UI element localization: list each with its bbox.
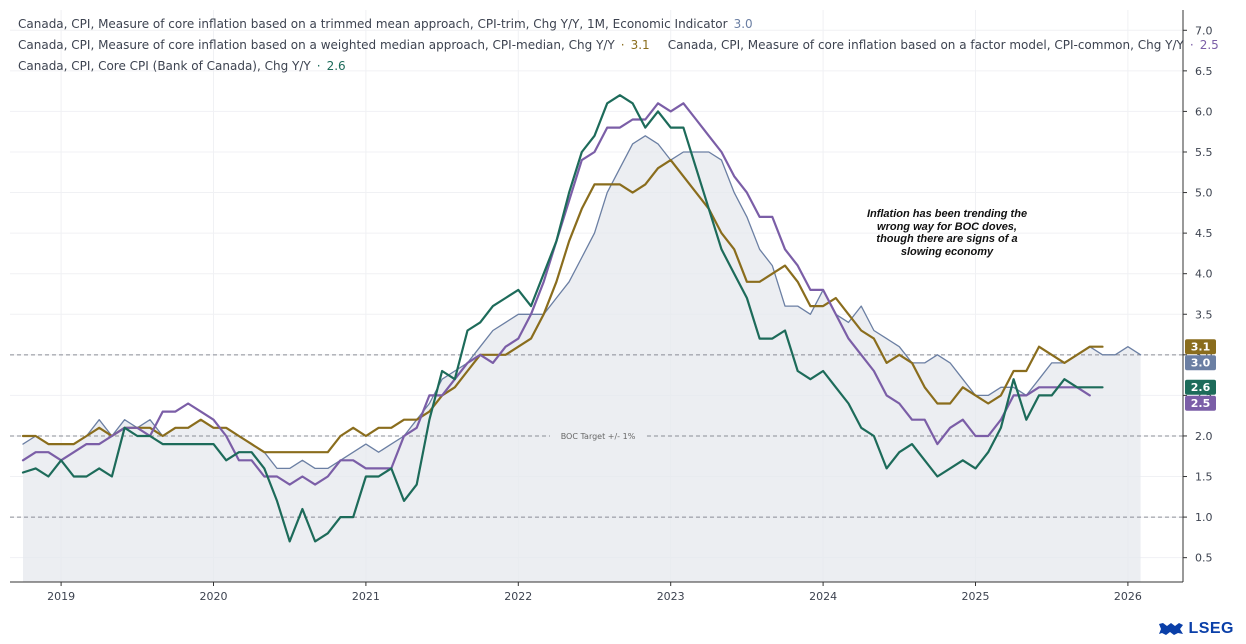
x-tick-label: 2020 (200, 590, 228, 603)
y-tick-label: 0.5 (1195, 552, 1213, 565)
legend-value-common: 2.5 (1199, 38, 1219, 52)
x-tick-label: 2024 (809, 590, 837, 603)
lseg-logo-text: LSEG (1188, 620, 1234, 637)
badge-median (1185, 339, 1216, 355)
badge-label-core: 2.6 (1191, 381, 1211, 394)
legend: Canada, CPI, Measure of core inflation b… (18, 14, 1219, 77)
x-tick-label: 2023 (657, 590, 685, 603)
x-tick-label: 2026 (1114, 590, 1142, 603)
annotation-line: though there are signs of a (876, 233, 1018, 245)
badge-label-median: 3.1 (1191, 341, 1211, 354)
y-tick-label: 6.0 (1195, 105, 1213, 118)
legend-value-core: 2.6 (326, 59, 346, 73)
legend-value-median: 3.1 (630, 38, 650, 52)
y-tick-label: 4.0 (1195, 268, 1213, 281)
legend-row-2: Canada, CPI, Measure of core inflation b… (18, 35, 1219, 56)
y-tick-label: 1.5 (1195, 471, 1213, 484)
badge-core (1185, 379, 1216, 395)
annotation-line: Inflation has been trending the (866, 208, 1028, 220)
x-tick-label: 2019 (47, 590, 75, 603)
y-tick-label: 6.5 (1195, 65, 1213, 78)
y-tick-label: 1.0 (1195, 511, 1213, 524)
y-tick-label: 3.5 (1195, 308, 1213, 321)
legend-row-3: Canada, CPI, Core CPI (Bank of Canada), … (18, 56, 1219, 77)
legend-label-median[interactable]: Canada, CPI, Measure of core inflation b… (18, 38, 615, 52)
trim-area-fill (23, 135, 1141, 583)
legend-row-1: Canada, CPI, Measure of core inflation b… (18, 14, 1219, 35)
x-tick-label: 2025 (962, 590, 990, 603)
series-line-median (21, 159, 1104, 454)
annotation-line: slowing economy (900, 245, 994, 258)
badge-trim (1185, 355, 1216, 371)
y-tick-label: 2.0 (1195, 430, 1213, 443)
x-tick-label: 2022 (504, 590, 532, 603)
x-tick-label: 2021 (352, 590, 380, 603)
reference-label-bg (550, 429, 646, 442)
badge-label-common: 2.5 (1191, 397, 1211, 410)
legend-dot-common: · (1189, 38, 1194, 52)
annotation-line: wrong way for BOC doves, (877, 220, 1017, 233)
badge-common (1185, 395, 1216, 411)
legend-value-trim: 3.0 (733, 17, 753, 31)
legend-label-trim[interactable]: Canada, CPI, Measure of core inflation b… (18, 17, 728, 31)
y-tick-label: 5.5 (1195, 146, 1213, 159)
legend-dot-core: · (316, 59, 321, 73)
chart-annotation: Inflation has been trending the wrong wa… (838, 208, 1056, 258)
reference-label: BOC Target +/- 1% (561, 432, 636, 441)
lseg-logo-mark-icon (1159, 623, 1184, 635)
series-line-core (21, 94, 1104, 543)
legend-dot-median: · (620, 38, 625, 52)
badge-label-trim: 3.0 (1191, 357, 1211, 370)
legend-label-common[interactable]: Canada, CPI, Measure of core inflation b… (667, 38, 1184, 52)
y-tick-label: 4.5 (1195, 227, 1213, 240)
y-tick-label: 7.0 (1195, 24, 1213, 37)
lseg-logo: LSEG (1158, 620, 1234, 638)
y-tick-label: 5.0 (1195, 187, 1213, 200)
legend-label-core[interactable]: Canada, CPI, Core CPI (Bank of Canada), … (18, 59, 311, 73)
